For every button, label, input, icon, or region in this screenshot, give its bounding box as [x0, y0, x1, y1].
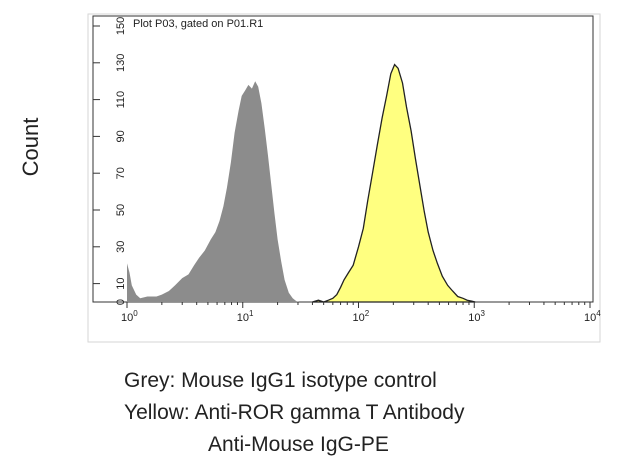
plot-frame [92, 15, 594, 303]
legend-grey-line: Grey: Mouse IgG1 isotype control [124, 369, 437, 392]
legend-yellow-line: Yellow: Anti-ROR gamma T Antibody [124, 401, 465, 424]
histogram-series-2 [312, 63, 476, 303]
y-tick-label: 90 [115, 130, 127, 142]
histogram-series-1 [127, 81, 300, 302]
series-layer [127, 63, 476, 303]
y-tick-label: 130 [115, 54, 127, 72]
y-tick-label: 0 [115, 299, 127, 305]
y-tick-label: 50 [115, 204, 127, 216]
y-tick-label: 150 [115, 17, 127, 35]
y-tick-label: 30 [115, 241, 127, 253]
plot-title: Plot P03, gated on P01.R1 [133, 18, 263, 30]
y-tick-label: 10 [115, 277, 127, 289]
y-tick-label: 110 [115, 91, 127, 109]
legend-yellow-line-2: Anti-Mouse IgG-PE [208, 433, 389, 456]
y-tick-label: 70 [115, 167, 127, 179]
